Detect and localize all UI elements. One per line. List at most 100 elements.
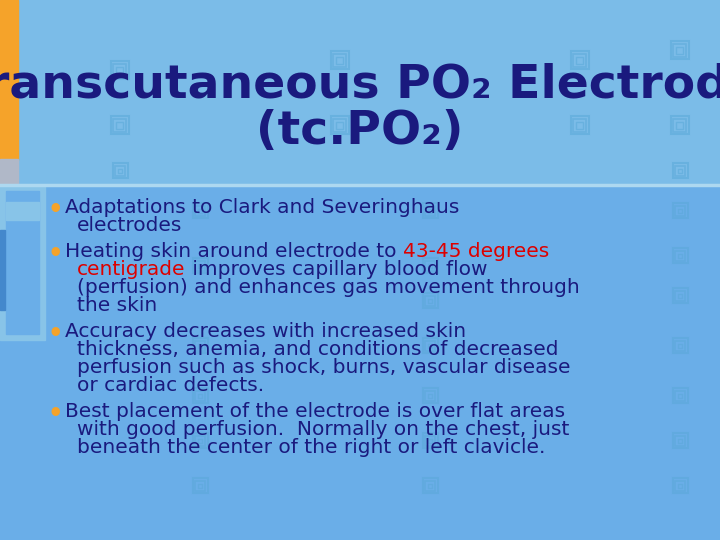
Bar — [111, 61, 129, 79]
Bar — [428, 438, 431, 442]
Bar — [428, 299, 431, 302]
Bar — [331, 116, 349, 134]
Bar — [678, 168, 682, 172]
Bar — [425, 206, 434, 215]
Text: •: • — [48, 322, 63, 346]
Bar — [111, 116, 129, 134]
Bar — [675, 435, 685, 445]
Bar — [676, 122, 683, 129]
Bar — [194, 481, 204, 490]
Bar — [672, 388, 688, 402]
Bar — [423, 338, 438, 353]
Bar — [192, 338, 207, 353]
Bar — [428, 264, 431, 267]
Bar — [672, 247, 688, 262]
Bar — [197, 343, 202, 348]
Bar — [192, 258, 207, 273]
Text: •: • — [48, 242, 63, 266]
Bar — [194, 260, 204, 271]
Text: (tc.PO₂): (tc.PO₂) — [256, 110, 464, 154]
Bar — [428, 343, 431, 348]
Text: improves capillary blood flow: improves capillary blood flow — [186, 260, 487, 279]
Bar — [194, 390, 204, 401]
Bar — [672, 338, 688, 353]
Bar — [425, 435, 434, 445]
Bar — [6, 191, 39, 334]
Bar — [672, 163, 688, 178]
Bar — [116, 122, 123, 129]
Bar — [673, 44, 686, 57]
Bar — [428, 394, 431, 397]
Bar — [423, 477, 438, 492]
Text: (perfusion) and enhances gas movement through: (perfusion) and enhances gas movement th… — [77, 278, 580, 297]
Bar — [336, 122, 343, 129]
Bar — [116, 67, 123, 74]
Bar — [672, 433, 688, 448]
Bar — [114, 165, 125, 176]
Bar — [113, 64, 126, 77]
Bar — [197, 438, 202, 442]
Bar — [675, 341, 685, 350]
Bar — [671, 41, 689, 59]
Bar — [336, 57, 343, 64]
Bar — [675, 481, 685, 490]
Bar — [192, 433, 207, 448]
Bar — [675, 390, 685, 401]
Bar — [571, 116, 589, 134]
Bar — [423, 258, 438, 273]
Bar — [331, 51, 349, 69]
Bar — [333, 119, 346, 132]
Bar — [197, 483, 202, 488]
Bar — [423, 202, 438, 218]
Bar — [675, 206, 685, 215]
Bar — [571, 51, 589, 69]
Text: •: • — [48, 402, 63, 426]
Text: beneath the center of the right or left clavicle.: beneath the center of the right or left … — [77, 438, 545, 457]
Text: perfusion such as shock, burns, vascular disease: perfusion such as shock, burns, vascular… — [77, 358, 570, 377]
Bar — [672, 202, 688, 218]
Bar — [678, 394, 682, 397]
Text: with good perfusion.  Normally on the chest, just: with good perfusion. Normally on the che… — [77, 420, 570, 439]
Text: Transcutaneous PO₂ Electrode: Transcutaneous PO₂ Electrode — [0, 63, 720, 107]
Bar — [675, 165, 685, 176]
Text: thickness, anemia, and conditions of decreased: thickness, anemia, and conditions of dec… — [77, 340, 559, 359]
Bar — [192, 477, 207, 492]
Bar — [678, 253, 682, 258]
Bar — [423, 433, 438, 448]
Bar — [194, 341, 204, 350]
Text: •: • — [48, 198, 63, 222]
Text: Heating skin around electrode to: Heating skin around electrode to — [65, 242, 403, 261]
Bar — [113, 119, 126, 132]
Bar — [425, 390, 434, 401]
Bar — [197, 208, 202, 213]
Bar — [117, 168, 122, 172]
Bar — [194, 206, 204, 215]
Text: 43-45 degrees: 43-45 degrees — [403, 242, 549, 261]
Bar — [576, 122, 583, 129]
Bar — [425, 341, 434, 350]
Bar — [676, 47, 683, 54]
Bar — [333, 54, 346, 67]
Bar — [197, 264, 202, 267]
Text: or cardiac defects.: or cardiac defects. — [77, 376, 264, 395]
Bar — [428, 483, 431, 488]
Bar — [428, 208, 431, 213]
Bar — [671, 116, 689, 134]
Bar — [573, 54, 586, 67]
Bar — [673, 119, 686, 132]
Bar — [197, 394, 202, 397]
Bar — [0, 230, 5, 310]
Bar — [0, 0, 18, 160]
Bar — [678, 343, 682, 348]
Text: electrodes: electrodes — [77, 216, 182, 235]
Bar — [0, 159, 18, 185]
Text: Adaptations to Clark and Severinghaus: Adaptations to Clark and Severinghaus — [65, 198, 459, 217]
Bar — [423, 293, 438, 307]
Bar — [573, 119, 586, 132]
Bar — [672, 477, 688, 492]
Bar — [678, 438, 682, 442]
Bar — [425, 260, 434, 271]
Bar — [194, 435, 204, 445]
Text: Best placement of the electrode is over flat areas: Best placement of the electrode is over … — [65, 402, 565, 421]
Bar — [423, 388, 438, 402]
